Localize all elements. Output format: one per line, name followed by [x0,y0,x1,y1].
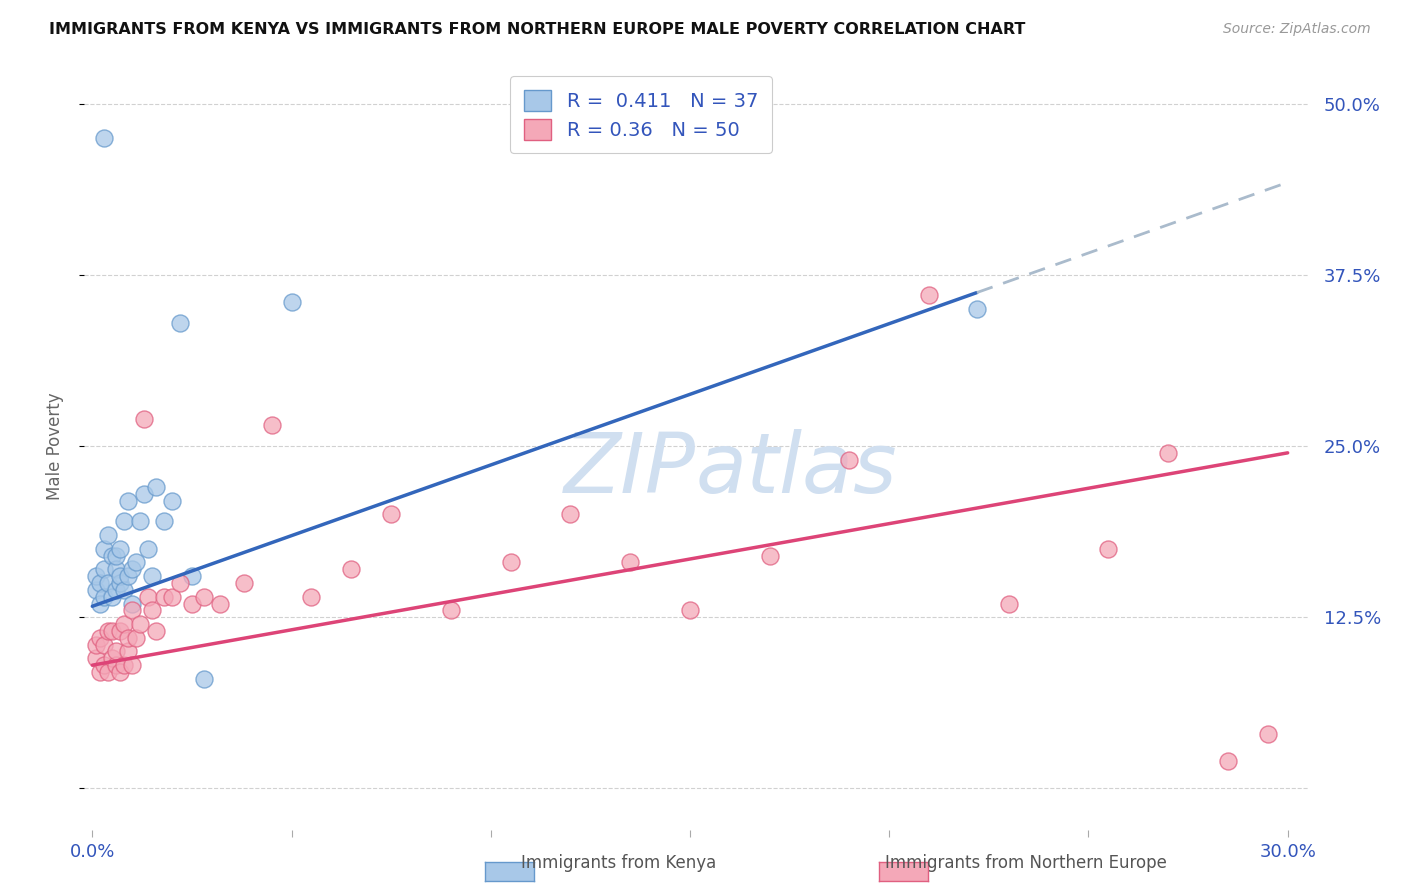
Point [560,508,582,522]
Point [838,452,860,467]
Point [112,514,135,528]
Point [121,658,143,673]
Point [97,624,120,638]
Point [1097,541,1119,556]
Point [110,624,132,638]
Point [86,651,108,665]
Point [193,672,215,686]
Point [260,418,283,433]
Point [758,549,780,563]
Point [141,569,163,583]
Point [101,590,124,604]
Point [101,549,124,563]
Text: ZIP: ZIP [564,428,696,509]
Point [160,590,183,604]
Point [117,631,139,645]
Point [86,569,108,583]
Point [169,316,191,330]
Point [160,493,183,508]
Point [1216,754,1239,768]
Point [93,562,115,576]
Point [110,541,132,556]
Point [93,130,115,145]
Text: atlas: atlas [696,428,897,509]
Point [110,665,132,679]
Point [169,576,191,591]
Point [619,556,641,570]
Point [301,590,323,604]
Point [112,658,135,673]
Point [89,631,111,645]
Point [1257,726,1279,740]
Point [86,638,108,652]
Point [105,658,128,673]
Point [112,617,135,632]
Point [105,549,128,563]
Point [97,576,120,591]
Legend: R =  0.411   N = 37, R = 0.36   N = 50: R = 0.411 N = 37, R = 0.36 N = 50 [510,76,772,153]
Point [112,582,135,597]
Point [89,597,111,611]
Point [997,597,1019,611]
Point [89,576,111,591]
Point [93,541,115,556]
Point [93,658,115,673]
Point [499,556,522,570]
Point [129,514,152,528]
Point [121,603,143,617]
Point [93,590,115,604]
Point [181,569,204,583]
Point [89,665,111,679]
Point [208,597,231,611]
Point [134,487,156,501]
Point [125,631,148,645]
Point [117,493,139,508]
Text: Immigrants from Kenya: Immigrants from Kenya [522,855,716,872]
Point [125,556,148,570]
Point [105,582,128,597]
Point [1157,446,1180,460]
Point [101,624,124,638]
Point [110,576,132,591]
Point [440,603,463,617]
Point [97,528,120,542]
Point [380,508,402,522]
Point [145,480,167,494]
Point [110,569,132,583]
Text: IMMIGRANTS FROM KENYA VS IMMIGRANTS FROM NORTHERN EUROPE MALE POVERTY CORRELATIO: IMMIGRANTS FROM KENYA VS IMMIGRANTS FROM… [49,22,1025,37]
Point [121,562,143,576]
Point [966,301,988,316]
Point [232,576,254,591]
Point [129,617,152,632]
Y-axis label: Male Poverty: Male Poverty [45,392,63,500]
Point [679,603,702,617]
Point [134,411,156,425]
Point [153,590,176,604]
Point [181,597,204,611]
Point [105,562,128,576]
Point [918,288,941,302]
Point [340,562,363,576]
Point [105,644,128,658]
Point [86,582,108,597]
Point [153,514,176,528]
Point [117,644,139,658]
Text: Source: ZipAtlas.com: Source: ZipAtlas.com [1223,22,1371,37]
Point [117,569,139,583]
Point [136,541,159,556]
Text: Immigrants from Northern Europe: Immigrants from Northern Europe [886,855,1167,872]
Point [93,638,115,652]
Point [121,597,143,611]
Point [97,665,120,679]
Point [145,624,167,638]
Point [141,603,163,617]
Point [136,590,159,604]
Point [280,295,302,310]
Point [101,651,124,665]
Point [193,590,215,604]
